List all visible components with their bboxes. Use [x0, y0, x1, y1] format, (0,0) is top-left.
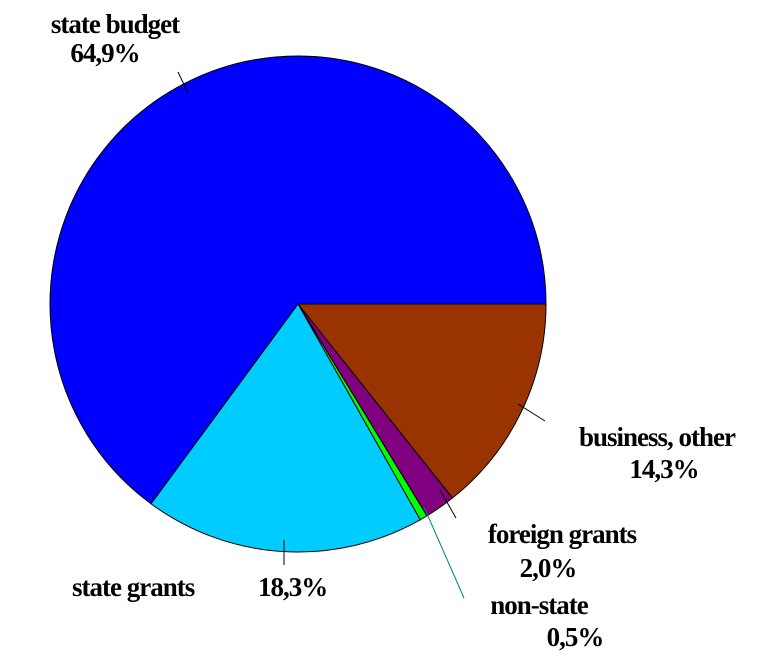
- slice-value-label: 2,0%: [520, 553, 577, 583]
- slice-label: business, other: [579, 422, 736, 452]
- slice-value-label: 0,5%: [547, 622, 604, 652]
- slice-label: foreign grants: [488, 519, 637, 549]
- leader-line: [439, 489, 457, 519]
- slice-value-label: 64,9%: [70, 38, 139, 68]
- slice-value-label: 14,3%: [629, 454, 698, 484]
- slice-label: non-state: [490, 590, 589, 620]
- pie-slice: [49, 55, 547, 505]
- leader-line: [517, 403, 546, 422]
- slice-label: state budget: [51, 9, 180, 39]
- slice-label: state grants: [72, 572, 195, 602]
- leader-line: [423, 506, 465, 599]
- leader-line: [177, 71, 189, 94]
- slice-value-label: 18,3%: [258, 572, 327, 602]
- pie-slice: [296, 303, 547, 499]
- pie-slice: [150, 303, 421, 553]
